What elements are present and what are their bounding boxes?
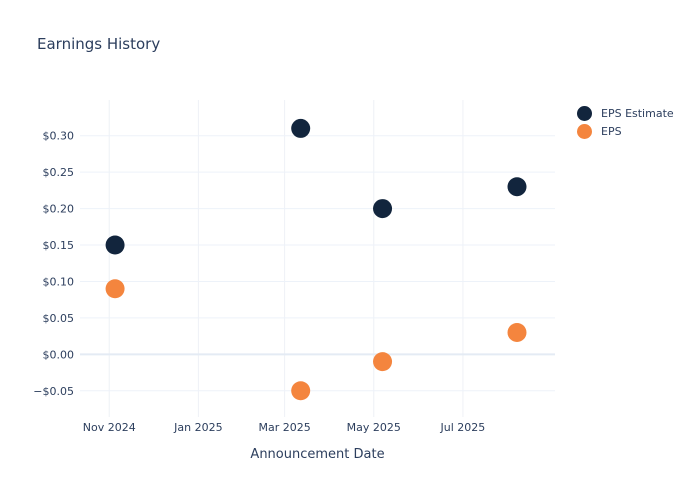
y-tick-label: $0.00 bbox=[43, 348, 75, 361]
x-tick-label: Jan 2025 bbox=[173, 421, 222, 434]
y-tick-label: −$0.05 bbox=[33, 385, 74, 398]
y-tick-label: $0.05 bbox=[43, 312, 75, 325]
x-tick-label: Mar 2025 bbox=[258, 421, 310, 434]
data-point-eps-estimate-1[interactable] bbox=[291, 118, 311, 138]
x-tick-label: Nov 2024 bbox=[83, 421, 136, 434]
data-point-eps-estimate-0[interactable] bbox=[105, 235, 125, 255]
data-point-eps-0[interactable] bbox=[105, 279, 125, 299]
legend-label-eps: EPS bbox=[601, 124, 622, 138]
legend-item-eps[interactable]: EPS bbox=[577, 122, 674, 140]
y-tick-label: $0.10 bbox=[43, 275, 75, 288]
y-tick-label: $0.20 bbox=[43, 203, 75, 216]
data-point-eps-3[interactable] bbox=[507, 322, 527, 342]
y-tick-label: $0.25 bbox=[43, 166, 75, 179]
data-point-eps-estimate-2[interactable] bbox=[373, 199, 393, 219]
legend-item-eps-estimate[interactable]: EPS Estimate bbox=[577, 104, 674, 122]
data-point-eps-2[interactable] bbox=[373, 352, 393, 372]
chart-title: Earnings History bbox=[37, 35, 161, 53]
x-axis-title: Announcement Date bbox=[250, 447, 385, 462]
legend-label-eps-estimate: EPS Estimate bbox=[601, 106, 674, 120]
data-point-eps-1[interactable] bbox=[291, 381, 311, 401]
x-tick-label: Jul 2025 bbox=[440, 421, 486, 434]
y-tick-label: $0.15 bbox=[43, 239, 75, 252]
x-tick-label: May 2025 bbox=[347, 421, 401, 434]
y-tick-label: $0.30 bbox=[43, 130, 75, 143]
eps-estimate-marker-icon bbox=[577, 105, 592, 121]
legend: EPS Estimate EPS bbox=[577, 104, 674, 140]
data-point-eps-estimate-3[interactable] bbox=[507, 177, 527, 197]
eps-marker-icon bbox=[577, 123, 592, 139]
